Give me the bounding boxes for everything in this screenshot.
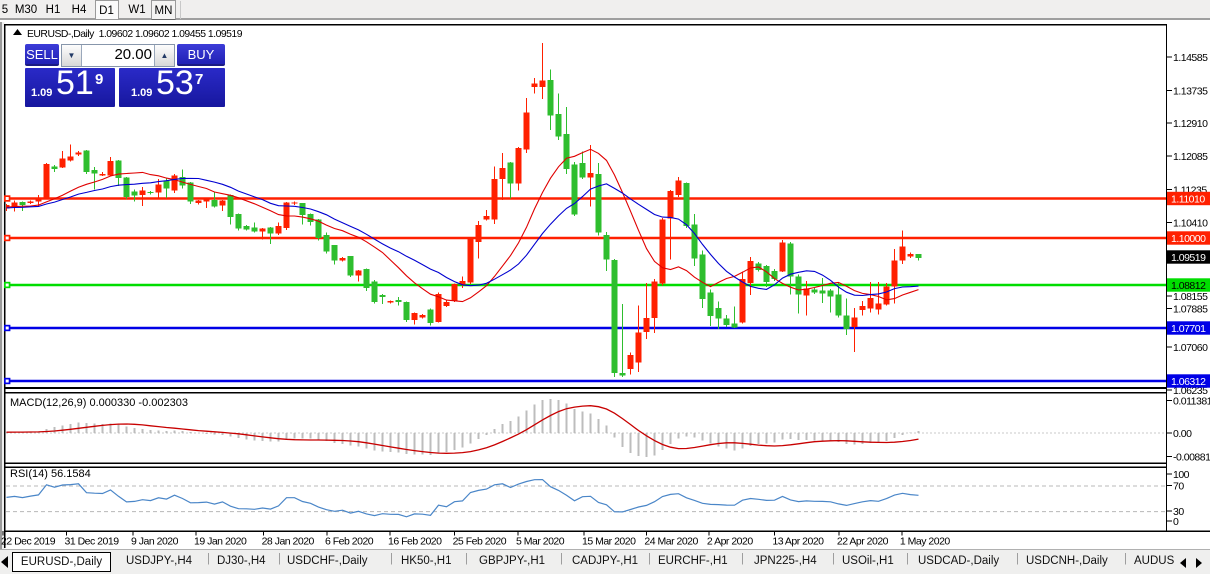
svg-text:1.08812: 1.08812 <box>1171 280 1206 292</box>
svg-text:13 Apr 2020: 13 Apr 2020 <box>772 536 824 548</box>
svg-text:1.11010: 1.11010 <box>1171 194 1205 206</box>
svg-text:19 Jan 2020: 19 Jan 2020 <box>194 536 247 548</box>
svg-text:1.08155: 1.08155 <box>1173 291 1208 303</box>
svg-text:28 Jan 2020: 28 Jan 2020 <box>262 536 315 548</box>
svg-text:30: 30 <box>1173 506 1184 518</box>
svg-text:MACD(12,26,9) 0.000330 -0.0023: MACD(12,26,9) 0.000330 -0.002303 <box>10 397 188 409</box>
svg-text:1.10000: 1.10000 <box>1171 233 1206 245</box>
svg-text:1.10410: 1.10410 <box>1173 218 1208 230</box>
svg-text:31 Dec 2019: 31 Dec 2019 <box>65 536 120 548</box>
svg-text:1.13735: 1.13735 <box>1173 86 1208 98</box>
svg-text:0.00: 0.00 <box>1173 428 1192 440</box>
svg-text:1.07701: 1.07701 <box>1171 323 1206 335</box>
svg-text:1.12910: 1.12910 <box>1173 118 1208 130</box>
svg-text:22 Dec 2019: 22 Dec 2019 <box>1 536 56 548</box>
svg-text:15 Mar 2020: 15 Mar 2020 <box>582 536 636 548</box>
svg-text:-0.00881: -0.00881 <box>1173 452 1210 464</box>
svg-text:70: 70 <box>1173 481 1184 493</box>
svg-text:1.07885: 1.07885 <box>1173 304 1208 316</box>
svg-text:0: 0 <box>1173 516 1179 528</box>
svg-text:1.14585: 1.14585 <box>1173 52 1208 64</box>
svg-text:5 Mar 2020: 5 Mar 2020 <box>516 536 565 548</box>
svg-text:24 Mar 2020: 24 Mar 2020 <box>644 536 698 548</box>
svg-text:9 Jan 2020: 9 Jan 2020 <box>131 536 179 548</box>
svg-text:6 Feb 2020: 6 Feb 2020 <box>325 536 374 548</box>
svg-text:1.06312: 1.06312 <box>1171 376 1206 388</box>
svg-text:1.07060: 1.07060 <box>1173 342 1208 354</box>
svg-text:0.011381: 0.011381 <box>1173 396 1210 408</box>
svg-text:25 Feb 2020: 25 Feb 2020 <box>453 536 507 548</box>
svg-text:1.09519: 1.09519 <box>1171 252 1206 264</box>
svg-text:RSI(14) 56.1584: RSI(14) 56.1584 <box>10 468 91 480</box>
svg-text:22 Apr 2020: 22 Apr 2020 <box>837 536 889 548</box>
svg-text:2 Apr 2020: 2 Apr 2020 <box>707 536 753 548</box>
svg-text:1 May 2020: 1 May 2020 <box>900 536 951 548</box>
svg-text:16 Feb 2020: 16 Feb 2020 <box>388 536 442 548</box>
svg-text:1.12085: 1.12085 <box>1173 151 1208 163</box>
svg-text:100: 100 <box>1173 469 1190 481</box>
svg-text:1.06235: 1.06235 <box>1173 385 1208 397</box>
svg-text:EURUSD-,Daily 1.09602 1.09602: EURUSD-,Daily 1.09602 1.09602 1.09455 1.… <box>27 29 243 40</box>
